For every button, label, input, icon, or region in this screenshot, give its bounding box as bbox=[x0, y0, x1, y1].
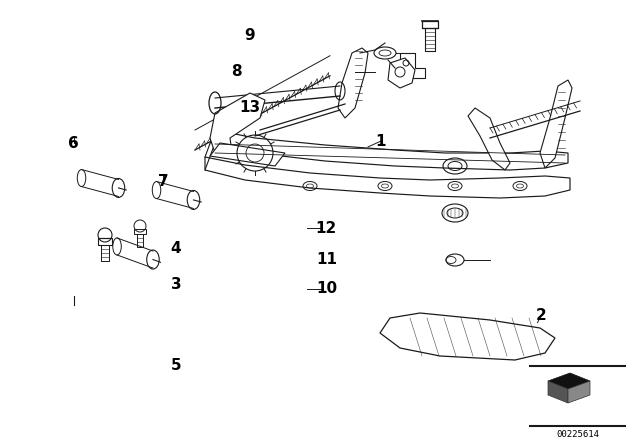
Text: 00225614: 00225614 bbox=[556, 430, 599, 439]
Polygon shape bbox=[205, 157, 570, 198]
Polygon shape bbox=[422, 21, 438, 28]
Polygon shape bbox=[210, 143, 285, 166]
Polygon shape bbox=[134, 229, 146, 234]
Text: 12: 12 bbox=[316, 221, 337, 236]
Polygon shape bbox=[338, 48, 368, 118]
Polygon shape bbox=[400, 53, 425, 78]
Polygon shape bbox=[215, 130, 568, 170]
Text: 8: 8 bbox=[232, 64, 242, 79]
Text: 4: 4 bbox=[171, 241, 181, 256]
Polygon shape bbox=[468, 108, 510, 170]
Polygon shape bbox=[98, 238, 112, 245]
Text: 5: 5 bbox=[171, 358, 181, 373]
Polygon shape bbox=[388, 58, 415, 88]
Text: 1: 1 bbox=[376, 134, 386, 149]
Text: 13: 13 bbox=[239, 100, 260, 115]
Text: 11: 11 bbox=[316, 252, 337, 267]
Text: 9: 9 bbox=[244, 28, 255, 43]
Text: 3: 3 bbox=[171, 277, 181, 292]
Polygon shape bbox=[380, 313, 555, 360]
Polygon shape bbox=[548, 373, 590, 389]
Polygon shape bbox=[540, 80, 572, 168]
Polygon shape bbox=[568, 381, 590, 403]
Polygon shape bbox=[210, 93, 265, 153]
Polygon shape bbox=[548, 381, 568, 403]
Text: 10: 10 bbox=[316, 281, 337, 297]
Text: 7: 7 bbox=[158, 174, 168, 189]
Text: 2: 2 bbox=[536, 308, 546, 323]
Text: 6: 6 bbox=[68, 136, 79, 151]
